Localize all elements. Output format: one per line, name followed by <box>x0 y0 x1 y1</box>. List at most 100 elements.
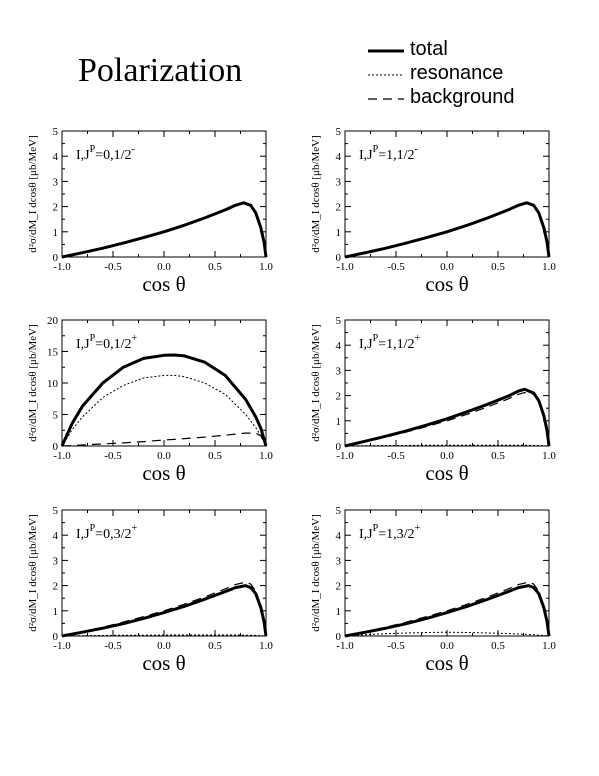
series-line-total <box>60 353 268 447</box>
x-tick-label: -0.5 <box>387 450 405 462</box>
x-tick-label: 1.0 <box>542 640 556 652</box>
panel-label-tail: =1,3/2 <box>378 527 414 542</box>
panel-label-main: I,J <box>76 527 90 542</box>
chart-panel-1: -1.0 -0.5 0.0 0.5 1.0 0 1 2 3 4 5 I,JP=0,1/2- cos θ d… <box>27 126 273 296</box>
series-line-total <box>61 584 268 638</box>
panel-label-main: I,J <box>76 337 90 352</box>
y-tick-label: 2 <box>53 581 59 593</box>
y-tick-label: 3 <box>336 176 342 188</box>
y-tick-label: 3 <box>336 365 342 377</box>
y-axis-label: d²σ/dM_I dcosθ [μb/MeV] <box>27 324 39 442</box>
panel-label-sup: + <box>414 523 420 534</box>
y-tick-label: 20 <box>47 315 59 327</box>
y-tick-label: 5 <box>53 410 59 422</box>
x-axis-label: cos θ <box>425 461 468 485</box>
panel-label-sup: P <box>373 333 379 344</box>
y-tick-label: 4 <box>336 151 342 163</box>
series-line-total <box>344 201 551 259</box>
y-tick-label: 1 <box>336 606 342 618</box>
y-tick-label: 2 <box>336 581 342 593</box>
legend-swatch-resonance <box>368 74 404 76</box>
y-tick-label: 0 <box>336 252 342 264</box>
x-axis-label: cos θ <box>425 272 468 296</box>
panel-label-sup: - <box>414 144 417 155</box>
y-tick-label: 3 <box>53 555 59 567</box>
panel-label: I,JP=0,3/2+ <box>76 523 137 542</box>
x-tick-label: -0.5 <box>387 261 405 273</box>
x-tick-label: 1.0 <box>259 450 273 462</box>
series-line-background <box>344 581 550 637</box>
x-axis-label: cos θ <box>425 651 468 675</box>
x-tick-label: -1.0 <box>53 261 71 273</box>
series-line-resonance <box>61 374 267 447</box>
y-axis-label: d²σ/dM_I dcosθ [μb/MeV] <box>310 514 322 632</box>
x-tick-label: -0.5 <box>104 640 122 652</box>
panel-label: I,JP=1,1/2+ <box>359 333 420 352</box>
x-tick-label: 0.5 <box>491 640 505 652</box>
panel-label-sup: P <box>90 523 96 534</box>
x-axis-label: cos θ <box>142 272 185 296</box>
x-tick-label: 0.0 <box>157 261 171 273</box>
x-tick-label: -1.0 <box>53 450 71 462</box>
y-tick-label: 0 <box>53 631 59 643</box>
x-axis-label: cos θ <box>142 651 185 675</box>
panel-label-sup: + <box>131 333 137 344</box>
y-tick-label: 2 <box>336 391 342 403</box>
legend-label: resonance <box>410 62 504 84</box>
y-tick-label: 3 <box>53 176 59 188</box>
x-tick-label: 1.0 <box>542 450 556 462</box>
y-tick-label: 2 <box>336 202 342 214</box>
panel-label-tail: =1,1/2 <box>378 148 414 163</box>
y-tick-label: 0 <box>53 252 59 264</box>
x-tick-label: -1.0 <box>336 261 354 273</box>
y-tick-label: 2 <box>53 202 59 214</box>
panel-label-sup: P <box>90 333 96 344</box>
legend-label: background <box>410 86 515 108</box>
series-line-resonance <box>344 444 549 447</box>
chart-panel-5: -1.0 -0.5 0.0 0.5 1.0 0 1 2 3 4 5 I,JP=0,3/2+ cos θ d… <box>27 505 273 675</box>
panel-label-tail: =1,1/2 <box>378 337 414 352</box>
panel-label-sup: + <box>131 523 137 534</box>
x-tick-label: 0.0 <box>157 450 171 462</box>
y-tick-label: 4 <box>336 340 342 352</box>
panel-label: I,JP=0,1/2+ <box>76 333 137 352</box>
series-line-resonance <box>344 631 550 637</box>
y-tick-label: 3 <box>336 555 342 567</box>
panel-label: I,JP=1,3/2+ <box>359 523 420 542</box>
panel-label-sup: - <box>131 144 134 155</box>
series-line-total <box>61 201 268 259</box>
y-tick-label: 5 <box>336 505 342 517</box>
chart-panel-6: -1.0 -0.5 0.0 0.5 1.0 0 1 2 3 4 5 I,JP=1,3/2+ cos θ d… <box>310 505 556 675</box>
x-tick-label: 1.0 <box>259 640 273 652</box>
series-line-background <box>344 202 550 258</box>
y-tick-label: 4 <box>336 530 342 542</box>
x-tick-label: -1.0 <box>336 450 354 462</box>
y-tick-label: 0 <box>336 631 342 643</box>
y-tick-label: 5 <box>53 126 59 138</box>
panel-label-main: I,J <box>359 337 373 352</box>
y-axis-label: d²σ/dM_I dcosθ [μb/MeV] <box>310 135 322 253</box>
x-tick-label: -0.5 <box>104 261 122 273</box>
y-tick-label: 1 <box>336 416 342 428</box>
panel-label-main: I,J <box>359 148 373 163</box>
panel-label-sup: P <box>373 523 379 534</box>
y-tick-label: 1 <box>53 606 59 618</box>
series-line-background <box>61 202 267 258</box>
chart-panel-3: -1.0 -0.5 0.0 0.5 1.0 0 5 10 15 20 I,JP=0,1/2+ cos … <box>27 315 273 485</box>
series-line-resonance <box>61 634 266 637</box>
chart-panel-2: -1.0 -0.5 0.0 0.5 1.0 0 1 2 3 4 5 I,JP=1,1/2- cos θ d… <box>310 126 556 296</box>
x-axis-label: cos θ <box>142 461 185 485</box>
x-tick-label: -1.0 <box>336 640 354 652</box>
x-tick-label: -0.5 <box>387 640 405 652</box>
y-axis-label: d²σ/dM_I dcosθ [μb/MeV] <box>27 135 39 253</box>
panel-label: I,JP=1,1/2- <box>359 144 418 163</box>
x-tick-label: 0.5 <box>208 450 222 462</box>
x-tick-label: -1.0 <box>53 640 71 652</box>
panel-label-tail: =0,1/2 <box>95 337 131 352</box>
x-tick-label: -0.5 <box>104 450 122 462</box>
x-tick-label: 0.5 <box>491 450 505 462</box>
legend-label: total <box>410 38 448 60</box>
y-tick-label: 10 <box>47 378 59 390</box>
y-tick-label: 4 <box>53 151 59 163</box>
